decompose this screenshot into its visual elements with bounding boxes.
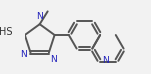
Text: N: N	[50, 55, 57, 64]
Text: HS: HS	[0, 27, 13, 37]
Text: N: N	[20, 50, 27, 59]
Text: N: N	[102, 56, 109, 65]
Text: N: N	[36, 12, 43, 21]
